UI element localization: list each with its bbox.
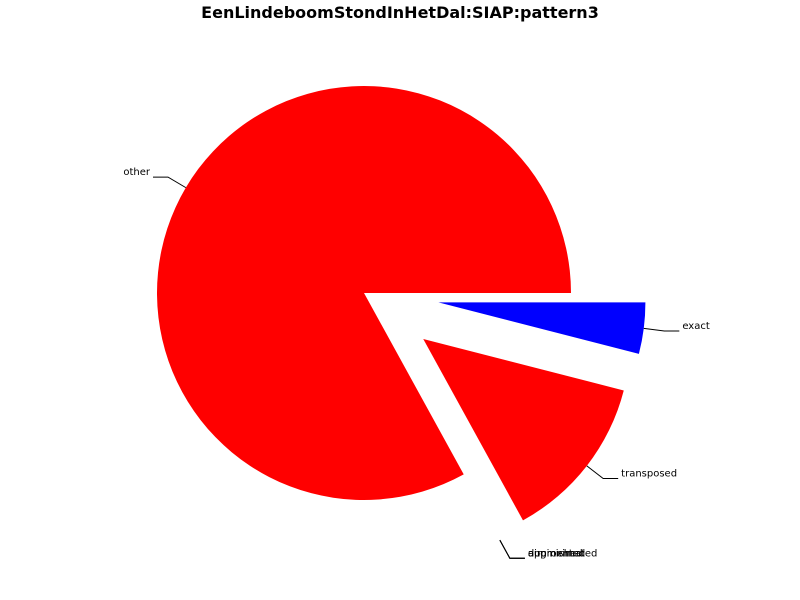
- pie-label-exact: exact: [682, 321, 710, 332]
- leader-line-approximated: [499, 539, 525, 559]
- leader-line-diminished: [499, 539, 525, 559]
- pie-slice-other: [156, 85, 571, 500]
- leader-line-exact: [643, 327, 680, 332]
- pie-labels: exact transposed approximatedaugmenteddimi…: [123, 167, 709, 559]
- pie-label-approximated: approximated: [528, 548, 598, 559]
- chart-title: EenLindeboomStondInHetDal:SIAP:pattern3: [201, 3, 599, 22]
- pie-label-diminished: diminished: [528, 548, 583, 559]
- pie-slice-exact: [438, 302, 646, 354]
- pie-label-transposed: transposed: [621, 469, 677, 480]
- leader-line-transposed: [586, 465, 619, 480]
- pie-slices: [156, 85, 646, 521]
- leader-line-other: [153, 176, 187, 189]
- pie-slice-transposed: [423, 338, 624, 521]
- pie-label-augmented: augmented: [528, 548, 585, 559]
- leader-line-augmented: [499, 539, 525, 559]
- pie-label-other: other: [123, 167, 151, 178]
